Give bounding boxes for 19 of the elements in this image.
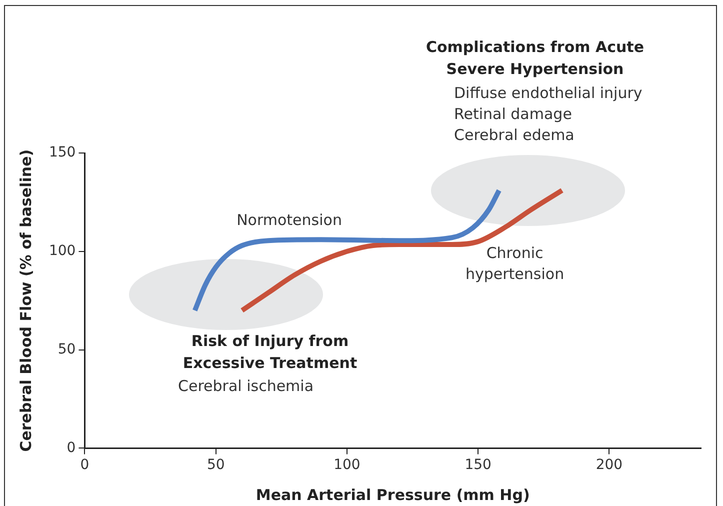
series-label: Chronic hypertension — [464, 243, 566, 286]
text: Cerebral edema — [454, 125, 576, 146]
y-axis-title: Cerebral Blood Flow (% of baseline) — [16, 149, 35, 452]
y-tick-label: 100 — [48, 243, 76, 260]
text: Diffuse endothelial injury — [454, 83, 644, 104]
y-tick-label: 0 — [66, 440, 76, 456]
x-tick-label: 150 — [464, 457, 492, 474]
x-tick-label: 50 — [206, 457, 225, 474]
y-tick-label: 150 — [48, 144, 76, 161]
series-label: Normotension — [236, 210, 343, 231]
x-tick-label: 100 — [334, 457, 360, 474]
x-tick-label: 0 — [80, 457, 90, 474]
annotation: Cerebral ischemia — [178, 376, 315, 397]
x-tick-label: 200 — [596, 457, 623, 474]
text: Retinal damage — [454, 104, 573, 125]
annotation: Risk of Injury from Excessive Treatment — [182, 331, 358, 374]
x-axis-title: Mean Arterial Pressure (mm Hg) — [256, 486, 530, 504]
text: Complications from Acute Severe Hypertension — [425, 37, 645, 80]
y-tick-label: 50 — [58, 341, 76, 358]
